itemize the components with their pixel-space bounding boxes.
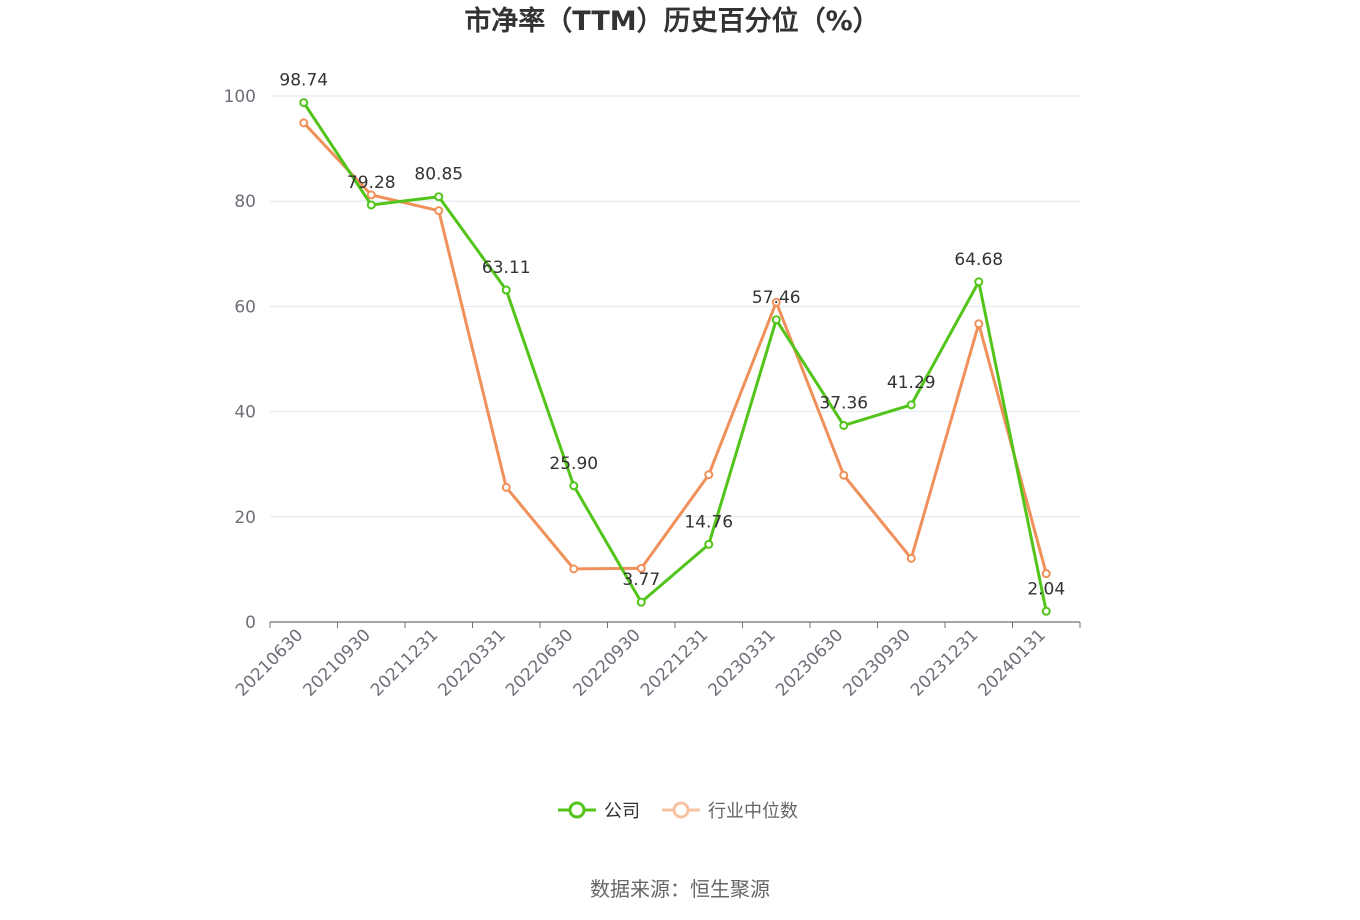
grid-lines — [270, 95, 1080, 518]
x-tick-label: 20210930 — [299, 625, 374, 700]
x-tick-label: 20220630 — [502, 625, 577, 700]
data-label: 25.90 — [549, 454, 598, 474]
legend-label: 公司 — [604, 801, 640, 822]
data-label: 37.36 — [819, 393, 868, 413]
x-tick-label: 20230331 — [704, 625, 779, 700]
chart-title: 市净率（TTM）历史百分位（%） — [464, 5, 879, 37]
legend-item-0[interactable]: 公司 — [558, 801, 640, 822]
data-point-0-2[interactable] — [434, 192, 444, 202]
source-note: 数据来源：恒生聚源 — [590, 877, 770, 901]
series-line-1 — [302, 121, 1048, 574]
data-label: 41.29 — [887, 373, 936, 393]
data-label: 2.04 — [1027, 579, 1065, 599]
data-point-1-9[interactable] — [906, 553, 916, 563]
data-label: 79.28 — [347, 173, 396, 193]
data-label: 80.85 — [414, 165, 463, 185]
data-point-1-0[interactable] — [299, 118, 309, 128]
data-point-1-3[interactable] — [501, 482, 511, 492]
y-tick-label: 20 — [234, 508, 256, 528]
data-label: 63.11 — [482, 258, 531, 278]
data-label: 98.74 — [279, 71, 328, 91]
data-point-0-11[interactable] — [1041, 606, 1051, 616]
x-tick-label: 20230630 — [772, 625, 847, 700]
data-point-0-5[interactable] — [636, 597, 646, 607]
data-point-1-10[interactable] — [974, 319, 984, 329]
legend-item-1[interactable]: 行业中位数 — [662, 801, 798, 822]
x-tick-label: 20211231 — [367, 625, 442, 700]
data-point-0-0[interactable] — [299, 98, 309, 108]
data-point-1-6[interactable] — [704, 470, 714, 480]
data-point-1-11[interactable] — [1041, 569, 1051, 579]
legend[interactable]: 公司 行业中位数 — [558, 801, 798, 822]
data-point-0-6[interactable] — [704, 539, 714, 549]
data-label: 57.46 — [752, 288, 801, 308]
x-tick-label: 20231231 — [907, 625, 982, 700]
y-tick-label: 0 — [245, 613, 256, 633]
data-point-1-1[interactable] — [366, 190, 376, 200]
series-lines — [299, 98, 1051, 616]
data-point-0-10[interactable] — [974, 277, 984, 287]
data-label: 64.68 — [954, 250, 1003, 270]
data-point-1-5[interactable] — [636, 563, 646, 573]
data-point-0-8[interactable] — [839, 420, 849, 430]
y-tick-label: 80 — [234, 192, 256, 212]
legend-marker-icon — [568, 801, 586, 819]
legend-label: 行业中位数 — [708, 801, 798, 822]
y-tick-label: 100 — [224, 87, 256, 107]
y-tick-label: 60 — [234, 297, 256, 317]
y-tick-label: 40 — [234, 403, 256, 423]
data-point-0-7[interactable] — [771, 315, 781, 325]
data-point-0-9[interactable] — [906, 400, 916, 410]
data-labels: 98.74 79.28 80.85 63.11 25.90 3.77 14.76 57.46 3… — [279, 71, 1065, 600]
x-tick-label: 20221231 — [637, 625, 712, 700]
data-point-0-1[interactable] — [366, 200, 376, 210]
data-point-0-4[interactable] — [569, 481, 579, 491]
series-line-0 — [302, 101, 1048, 612]
data-label: 3.77 — [622, 570, 660, 590]
data-point-0-3[interactable] — [501, 285, 511, 295]
x-tick-label: 20210630 — [232, 625, 307, 700]
x-tick-label: 20230930 — [839, 625, 914, 700]
x-tick-label: 20220331 — [434, 625, 509, 700]
data-point-1-2[interactable] — [434, 206, 444, 216]
legend-marker-icon — [672, 801, 690, 819]
data-point-1-8[interactable] — [839, 470, 849, 480]
x-tick-label: 20220930 — [569, 625, 644, 700]
data-label: 14.76 — [684, 512, 733, 532]
x-tick-label: 20240131 — [974, 625, 1049, 700]
data-point-1-7[interactable] — [771, 297, 781, 307]
data-point-1-4[interactable] — [569, 564, 579, 574]
